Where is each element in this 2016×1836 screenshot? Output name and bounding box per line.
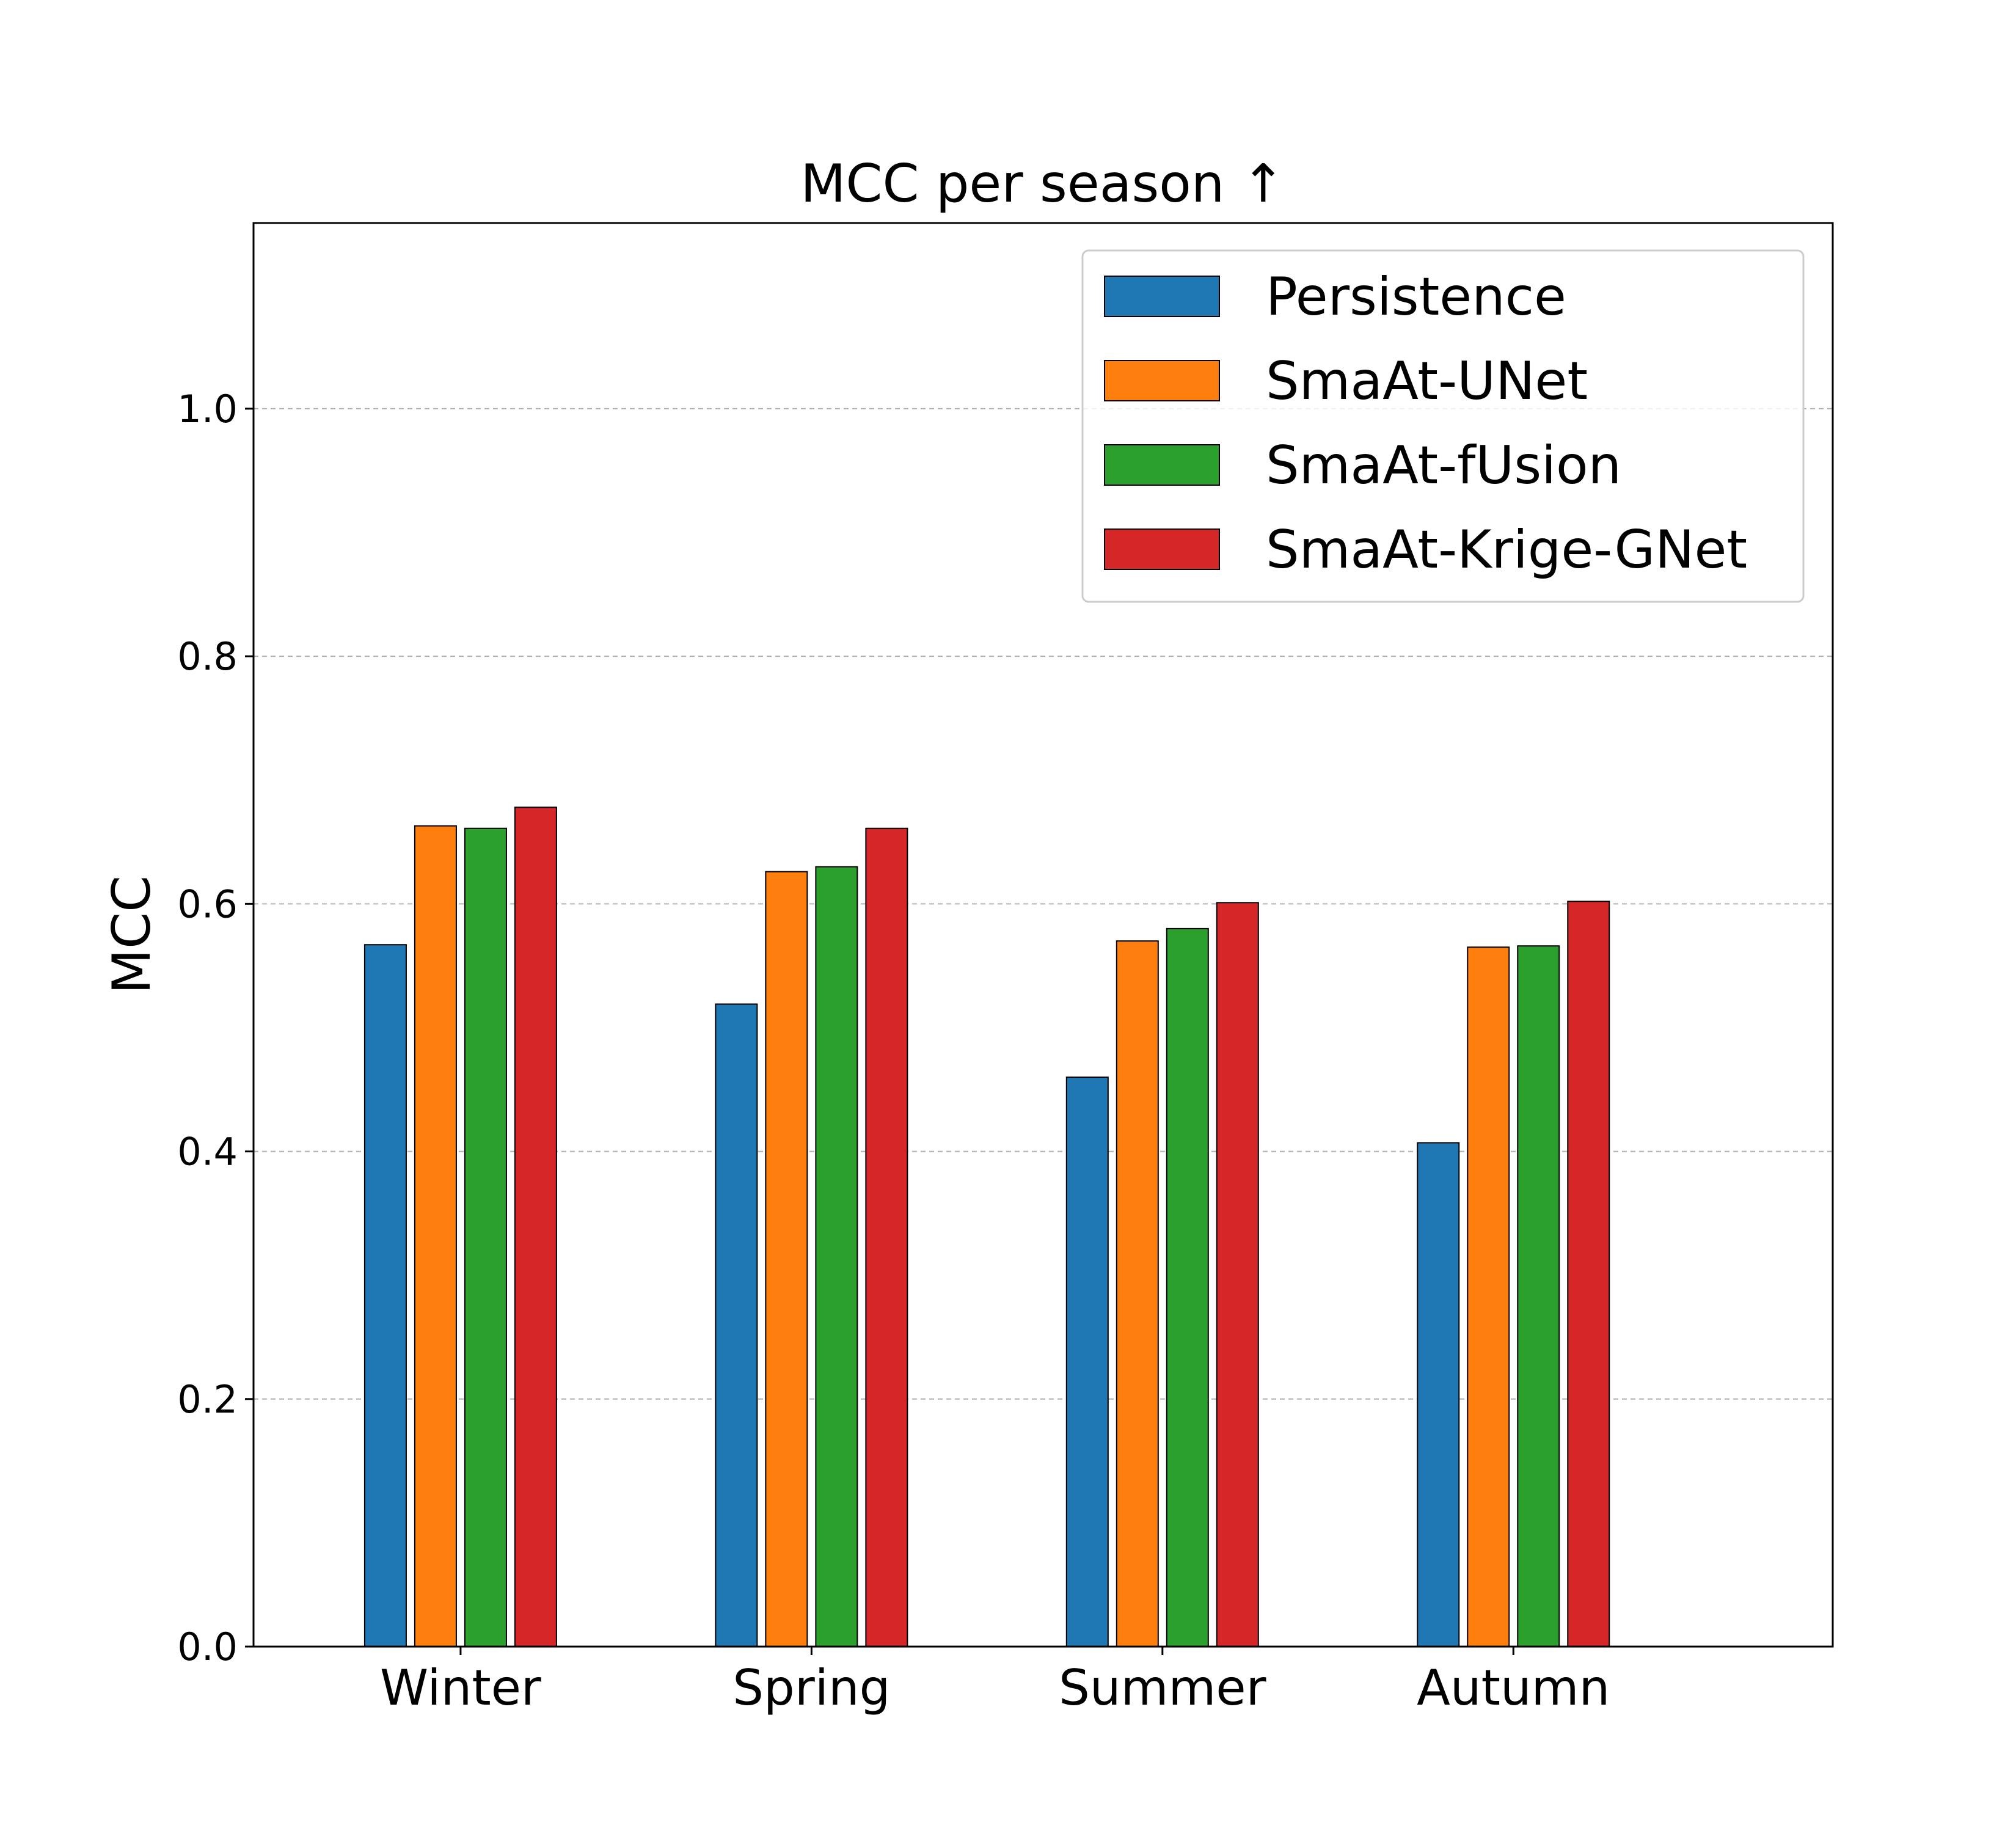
bar-winter-smaat-krige-gnet bbox=[514, 806, 557, 1647]
legend-swatch bbox=[1104, 276, 1220, 317]
bar-autumn-smaat-fusion bbox=[1517, 945, 1560, 1647]
gridlines bbox=[254, 408, 1833, 1400]
y-tick-label: 0.0 bbox=[177, 1625, 238, 1669]
bar-spring-smaat-krige-gnet bbox=[865, 827, 908, 1647]
bars bbox=[363, 806, 1610, 1647]
legend-swatch bbox=[1104, 444, 1220, 486]
bar-summer-smaat-fusion bbox=[1166, 927, 1209, 1647]
bar-winter-smaat-unet bbox=[414, 825, 457, 1647]
y-tick-label: 0.8 bbox=[177, 634, 238, 679]
bar-winter-smaat-fusion bbox=[464, 827, 507, 1647]
legend: Persistence SmaAt-UNet SmaAt-fUsion SmaAt-K… bbox=[1081, 249, 1805, 603]
x-tick-label: Spring bbox=[732, 1659, 890, 1716]
bar-autumn-smaat-unet bbox=[1467, 946, 1510, 1647]
bar-autumn-persistence bbox=[1417, 1142, 1460, 1647]
bar-summer-persistence bbox=[1065, 1077, 1109, 1647]
x-axis: Winter Spring Summer Autumn bbox=[380, 1647, 1610, 1716]
y-tick-label: 1.0 bbox=[177, 387, 238, 431]
bar-spring-smaat-unet bbox=[765, 871, 808, 1647]
legend-label: SmaAt-UNet bbox=[1266, 351, 1588, 412]
y-axis: 0.0 0.2 0.4 0.6 0.8 1.0 bbox=[177, 387, 254, 1669]
bar-spring-smaat-fusion bbox=[815, 866, 858, 1647]
y-tick-label: 0.6 bbox=[177, 882, 238, 926]
chart-title: MCC per season ↑ bbox=[800, 153, 1285, 214]
y-tick-label: 0.2 bbox=[177, 1377, 238, 1422]
x-tick-label: Summer bbox=[1059, 1659, 1266, 1716]
x-tick-label: Winter bbox=[380, 1659, 541, 1716]
bar-summer-smaat-unet bbox=[1116, 940, 1159, 1647]
legend-label: SmaAt-fUsion bbox=[1266, 435, 1621, 496]
bar-summer-smaat-krige-gnet bbox=[1216, 902, 1259, 1647]
legend-label: SmaAt-Krige-GNet bbox=[1266, 519, 1747, 580]
legend-swatch bbox=[1104, 360, 1220, 401]
bar-autumn-smaat-krige-gnet bbox=[1567, 901, 1610, 1647]
legend-label: Persistence bbox=[1266, 266, 1566, 327]
y-axis-label: MCC bbox=[101, 876, 163, 994]
y-tick-label: 0.4 bbox=[177, 1130, 238, 1174]
x-tick-label: Autumn bbox=[1417, 1659, 1610, 1716]
bar-winter-persistence bbox=[363, 944, 407, 1647]
bar-spring-persistence bbox=[715, 1003, 758, 1647]
legend-swatch bbox=[1104, 528, 1220, 570]
legend-frame bbox=[1081, 249, 1805, 603]
plot-area-frame bbox=[252, 222, 1834, 1648]
